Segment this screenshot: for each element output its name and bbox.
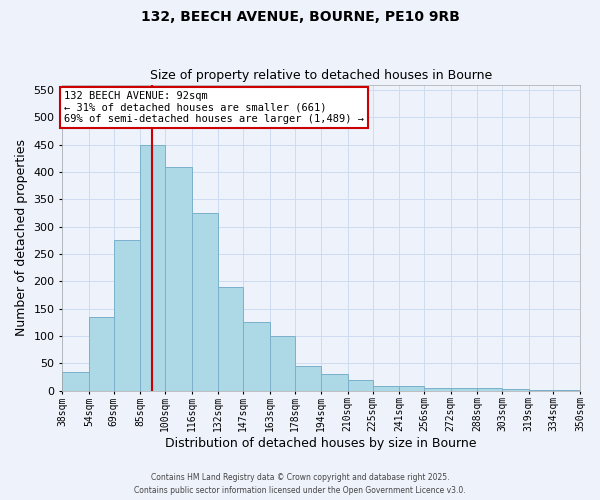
Bar	[218, 287, 243, 391]
Bar	[321, 374, 348, 390]
Bar	[348, 380, 373, 390]
X-axis label: Distribution of detached houses by size in Bourne: Distribution of detached houses by size …	[166, 437, 477, 450]
Bar	[451, 388, 477, 390]
Bar	[502, 389, 529, 390]
Bar	[270, 336, 295, 390]
Y-axis label: Number of detached properties: Number of detached properties	[15, 139, 28, 336]
Text: 132, BEECH AVENUE, BOURNE, PE10 9RB: 132, BEECH AVENUE, BOURNE, PE10 9RB	[140, 10, 460, 24]
Bar	[89, 317, 114, 390]
Bar	[295, 366, 321, 390]
Bar	[62, 372, 89, 390]
Title: Size of property relative to detached houses in Bourne: Size of property relative to detached ho…	[150, 69, 492, 82]
Text: 132 BEECH AVENUE: 92sqm
← 31% of detached houses are smaller (661)
69% of semi-d: 132 BEECH AVENUE: 92sqm ← 31% of detache…	[64, 91, 364, 124]
Text: Contains HM Land Registry data © Crown copyright and database right 2025.
Contai: Contains HM Land Registry data © Crown c…	[134, 474, 466, 495]
Bar	[165, 166, 192, 390]
Bar	[399, 386, 424, 390]
Bar	[477, 388, 502, 390]
Bar	[140, 144, 165, 390]
Bar	[192, 213, 218, 390]
Bar	[424, 388, 451, 390]
Bar	[243, 322, 270, 390]
Bar	[373, 386, 399, 390]
Bar	[114, 240, 140, 390]
